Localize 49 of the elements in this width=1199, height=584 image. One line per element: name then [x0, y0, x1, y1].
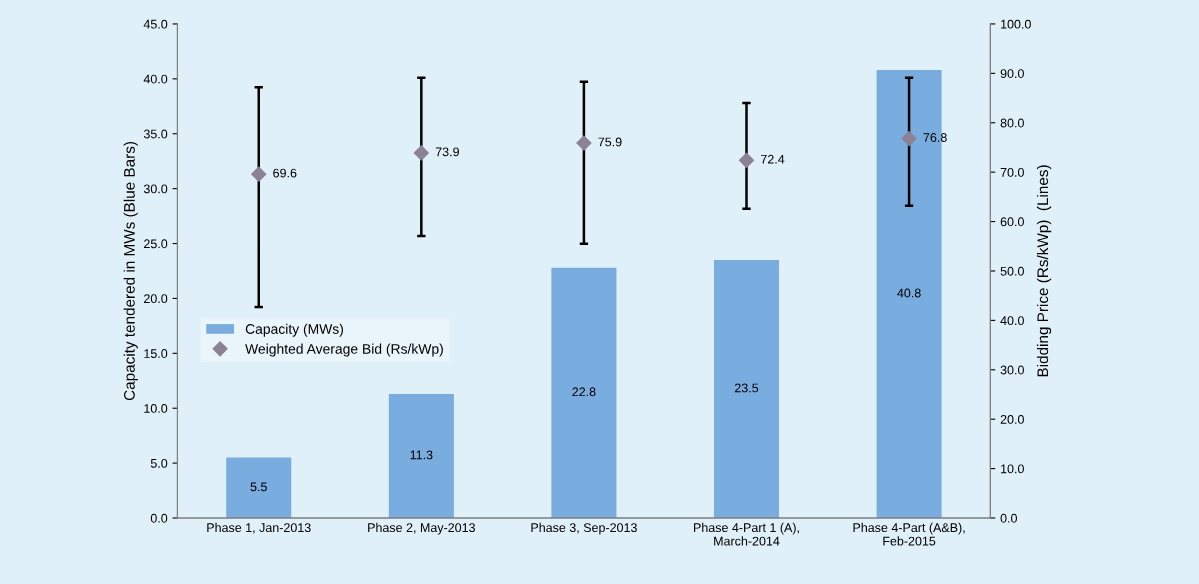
point	[738, 152, 755, 168]
point	[576, 135, 592, 151]
bar	[226, 457, 292, 519]
legend-label: Capacity (MWs)	[245, 323, 344, 337]
data-label: 40.8	[897, 288, 921, 298]
y-tick-label: 40.0	[143, 74, 168, 84]
bar	[713, 260, 780, 519]
y2-tick-label: 30.0	[1000, 365, 1024, 375]
y-tick-label: 20.0	[144, 294, 168, 304]
data-label: 76.8	[923, 133, 947, 142]
y2-tick-label: 60.0	[1000, 217, 1024, 227]
y2-tick-label: 40.0	[1000, 316, 1024, 326]
data-label: 73.9	[435, 147, 459, 157]
y-axis-title: Capacity tendered in MWs (Blue Bars)	[123, 142, 138, 401]
y-tick-label: 25.0	[144, 239, 168, 249]
data-label: 11.3	[410, 450, 433, 460]
y-tick-label: 15.0	[144, 349, 168, 358]
y2-tick-label: 50.0	[1000, 266, 1024, 276]
y2-tick-label: 70.0	[1000, 167, 1024, 177]
data-label: 69.6	[273, 168, 297, 178]
y2-tick-label: 100.0	[1001, 19, 1031, 29]
y2-axis-title: Bidding Price (Rs/kWp) (Lines)	[1036, 165, 1052, 377]
x-tick-label: Phase 4-Part 1 (A), March-2014	[694, 522, 799, 546]
legend-label: Weighted Average Bid (Rs/kWp)	[245, 343, 443, 357]
y2-tick-label: 10.0	[1001, 464, 1024, 474]
y-tick-label: 35.0	[143, 129, 168, 139]
point	[413, 145, 429, 161]
data-label: 75.9	[598, 137, 622, 147]
x-tick-label: Phase 2, May-2013	[368, 522, 475, 535]
y2-tick-label: 80.0	[1000, 118, 1024, 128]
y-tick-label: 45.0	[143, 19, 168, 29]
y2-tick-label: 20.0	[1000, 415, 1024, 424]
data-label: 72.4	[761, 154, 785, 164]
bar	[551, 267, 617, 519]
x-tick-label: Phase 4-Part (A&B), Feb-2015	[853, 522, 965, 546]
point	[901, 130, 917, 147]
y2-tick-label: 0.0	[1000, 513, 1017, 523]
y2-tick-label: 90.0	[1000, 69, 1024, 78]
point	[251, 166, 267, 182]
y-tick-label: 0.0	[150, 513, 168, 523]
data-label: 22.8	[572, 387, 596, 397]
x-tick-label: Phase 1, Jan-2013	[207, 522, 311, 534]
data-label: 5.5	[250, 482, 267, 492]
data-label: 23.5	[734, 383, 759, 393]
y-tick-label: 10.0	[144, 404, 168, 413]
y-tick-label: 5.0	[150, 458, 168, 468]
bar	[388, 393, 454, 519]
x-tick-label: Phase 3, Sep-2013	[531, 522, 637, 535]
y-tick-label: 30.0	[143, 184, 168, 194]
